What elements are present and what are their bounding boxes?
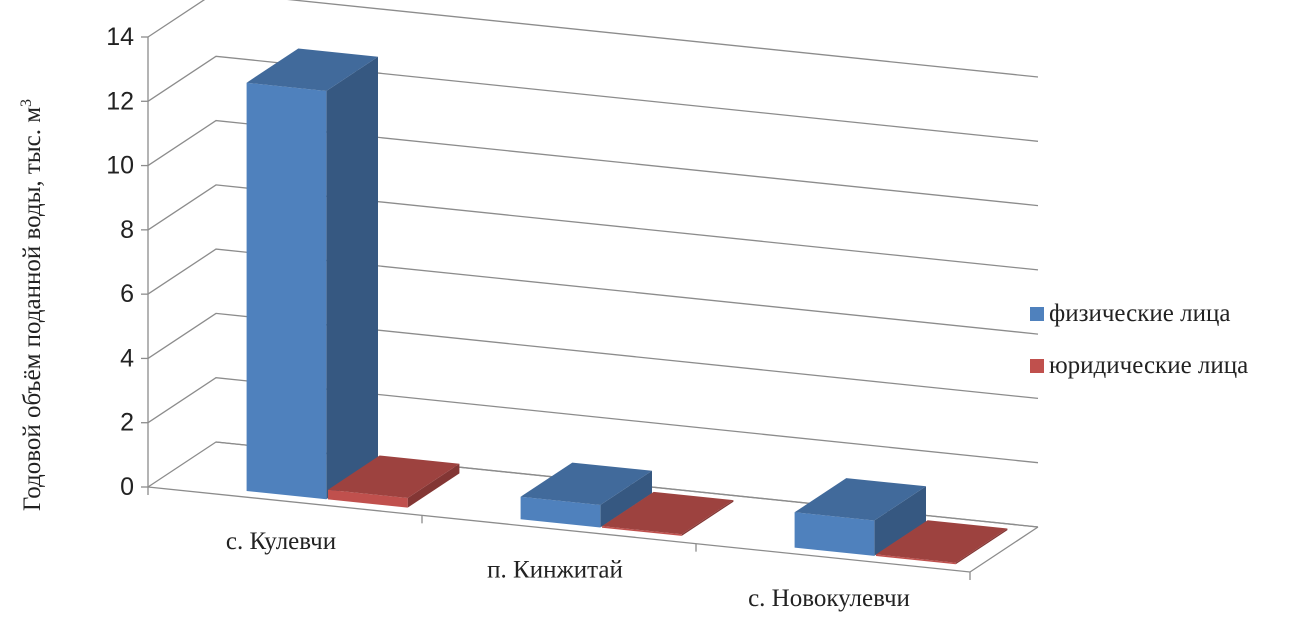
bar-side-face — [600, 470, 652, 528]
y-tick-label: 8 — [120, 216, 134, 244]
legend: физические лица юридические лица — [1030, 300, 1248, 379]
bar-top-face — [328, 455, 460, 498]
y-axis-title-superscript: 3 — [18, 99, 35, 107]
legend-swatch — [1030, 307, 1044, 321]
bar-front-face — [876, 554, 956, 565]
bar-top-face — [602, 491, 734, 535]
legend-label: физические лица — [1049, 300, 1230, 327]
bar-top-face — [876, 520, 1008, 563]
bar-side-face — [407, 463, 460, 508]
bar-legal-2 — [602, 491, 734, 536]
gridline — [147, 312, 1039, 400]
bar-side-face — [874, 486, 926, 556]
x-axis-categories: с. Кулевчи п. Кинжитай с. Новокулевчи — [226, 528, 910, 612]
bar-legal-3 — [876, 520, 1008, 565]
bar-physical-1 — [246, 48, 378, 500]
gridline — [147, 119, 1039, 207]
bar-side-face — [955, 528, 1008, 565]
bar-top-face — [520, 462, 652, 505]
bar-front-face — [328, 489, 408, 508]
gridline — [147, 0, 1039, 78]
gridlines — [141, 0, 1039, 580]
category-label: п. Кинжитай — [487, 557, 623, 584]
gridline — [147, 441, 1039, 528]
y-tick-label: 2 — [120, 409, 134, 437]
bar-physical-3 — [794, 478, 926, 556]
y-axis-title-text: Годовой объём поданной воды, тыс. м — [19, 107, 46, 511]
y-tick-label: 6 — [120, 280, 134, 308]
bar-front-face — [602, 526, 682, 536]
legend-swatch — [1030, 359, 1044, 373]
category-label: с. Новокулевчи — [748, 585, 910, 612]
bar-side-face — [326, 56, 378, 500]
bar-legal-1 — [328, 455, 460, 508]
bar-side-face — [681, 500, 734, 536]
y-axis-ticks: 0 2 4 6 8 10 12 14 — [106, 23, 134, 501]
category-label: с. Кулевчи — [226, 528, 336, 555]
gridline — [147, 377, 1039, 464]
y-tick-label: 12 — [106, 87, 134, 115]
y-tick-label: 0 — [120, 473, 134, 501]
y-tick-label: 4 — [120, 344, 134, 372]
bar-front-face — [520, 496, 601, 528]
bar-front-face — [794, 512, 875, 556]
bar-top-face — [794, 478, 926, 521]
legend-label: юридические лица — [1049, 352, 1248, 379]
bar-top-face — [246, 48, 378, 91]
y-tick-label: 10 — [106, 152, 134, 180]
gridline — [147, 248, 1039, 335]
bars — [246, 48, 1008, 565]
bar-physical-2 — [520, 462, 652, 528]
y-tick-label: 14 — [106, 23, 134, 51]
gridline — [147, 55, 1039, 142]
y-axis-title: Годовой объём поданной воды, тыс. м3 — [18, 99, 46, 511]
bar-front-face — [246, 82, 327, 500]
gridline — [147, 184, 1039, 271]
